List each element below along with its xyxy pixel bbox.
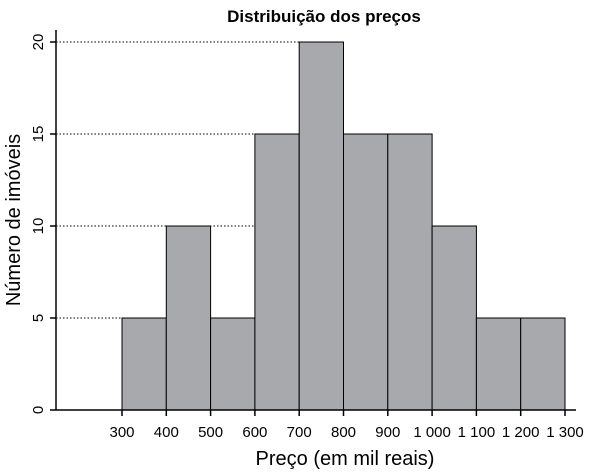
bar-400-500 bbox=[165, 225, 212, 411]
x-tick-label: 800 bbox=[331, 424, 356, 441]
bar-1100-1200 bbox=[475, 317, 522, 411]
x-ticks: 300 400 500 600 700 800 900 1 000 1 100 1 200 1 30… bbox=[109, 410, 584, 441]
x-tick-label: 700 bbox=[287, 424, 312, 441]
x-tick-label: 1 200 bbox=[502, 424, 540, 441]
bar-900-1000 bbox=[387, 133, 433, 411]
x-tick-label: 900 bbox=[375, 424, 400, 441]
y-tick-label: 15 bbox=[30, 126, 47, 143]
x-tick-label: 400 bbox=[154, 424, 179, 441]
y-axis-label: Número de imóveis bbox=[3, 134, 25, 306]
y-tick-label: 10 bbox=[30, 218, 47, 235]
chart-title: Distribuição dos preços bbox=[227, 7, 421, 26]
x-tick-label: 300 bbox=[109, 424, 134, 441]
bar-300-400 bbox=[121, 317, 167, 411]
bars bbox=[121, 41, 566, 411]
bar-600-700 bbox=[254, 133, 300, 411]
bar-500-600 bbox=[210, 317, 256, 411]
y-ticks: 0 5 10 15 20 bbox=[30, 34, 56, 414]
bar-700-800 bbox=[298, 41, 345, 411]
x-tick-label: 1 000 bbox=[413, 424, 451, 441]
bar-800-900 bbox=[343, 133, 389, 411]
bar-1000-1100 bbox=[431, 225, 477, 411]
x-tick-label: 500 bbox=[198, 424, 223, 441]
y-tick-label: 20 bbox=[30, 34, 47, 51]
x-axis-label: Preço (em mil reais) bbox=[256, 448, 435, 470]
y-tick-label: 0 bbox=[30, 406, 47, 414]
x-tick-label: 1 300 bbox=[546, 424, 584, 441]
bar-1200-1300 bbox=[520, 317, 566, 411]
y-tick-label: 5 bbox=[30, 314, 47, 322]
x-tick-label: 600 bbox=[242, 424, 267, 441]
x-tick-label: 1 100 bbox=[458, 424, 496, 441]
